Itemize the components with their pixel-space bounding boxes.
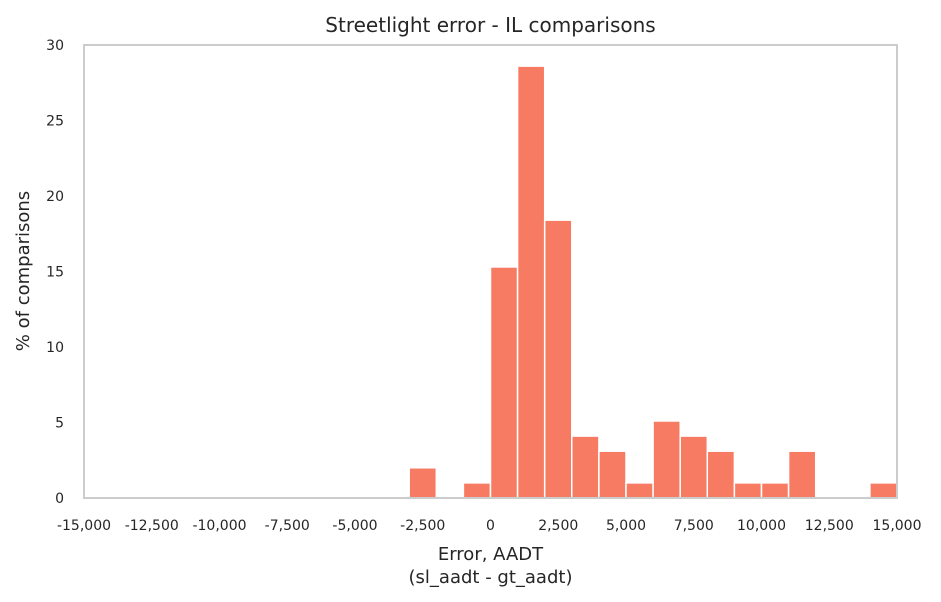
y-axis-label: % of comparisons	[13, 191, 34, 351]
histogram-bar	[706, 450, 736, 499]
y-tick-labels: 0 5 10 15 20 25 30	[46, 38, 64, 507]
y-tick-label: 5	[55, 416, 64, 432]
histogram-bar	[869, 482, 898, 499]
x-tick-label: 10,000	[737, 518, 786, 534]
histogram-bar	[571, 435, 600, 499]
x-tick-label: 5,000	[606, 518, 646, 534]
y-tick-label: 30	[46, 38, 64, 54]
x-tick-label: -5,000	[332, 518, 377, 534]
histogram-bar	[462, 482, 492, 499]
chart-title: Streetlight error - IL comparisons	[325, 13, 655, 37]
x-tick-label: 0	[486, 518, 495, 534]
y-tick-label: 15	[46, 265, 64, 281]
x-tick-label: -10,000	[192, 518, 246, 534]
histogram-bar	[598, 450, 627, 499]
x-axis-label: Error, AADT	[438, 544, 544, 565]
histogram-bar	[787, 450, 817, 499]
x-tick-label: 2,500	[538, 518, 578, 534]
histogram-bar	[652, 420, 681, 499]
y-tick-label: 20	[46, 189, 64, 205]
histogram-bar	[543, 219, 573, 499]
x-tick-label: 15,000	[873, 518, 922, 534]
x-tick-labels: -15,000 -12,500 -10,000 -7,500 -5,000 -2,500 0…	[57, 518, 922, 534]
histogram-bar	[733, 482, 763, 499]
x-tick-label: -7,500	[265, 518, 310, 534]
y-tick-label: 0	[55, 491, 64, 507]
histogram-bar	[516, 65, 546, 499]
histogram-bar	[489, 266, 519, 499]
x-tick-label: 7,500	[674, 518, 714, 534]
y-tick-label: 10	[46, 340, 64, 356]
x-tick-label: 12,500	[805, 518, 854, 534]
x-tick-label: -2,500	[400, 518, 445, 534]
x-tick-label: -15,000	[57, 518, 111, 534]
x-tick-label: -12,500	[125, 518, 179, 534]
histogram-bar	[760, 482, 790, 499]
histogram-bar	[408, 467, 438, 499]
bars-group	[408, 65, 898, 499]
histogram-bar	[625, 482, 654, 499]
histogram-bar	[679, 435, 709, 499]
x-axis-sublabel: (sl_aadt - gt_aadt)	[409, 567, 573, 588]
y-tick-label: 25	[46, 114, 64, 130]
plot-frame	[83, 44, 898, 499]
